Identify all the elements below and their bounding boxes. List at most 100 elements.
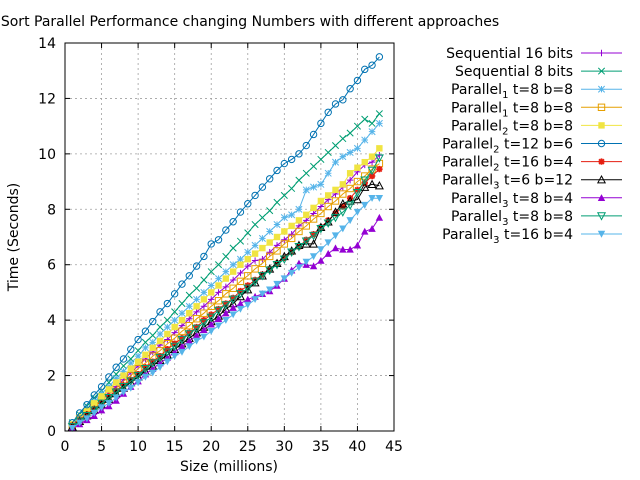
data-point (266, 227, 274, 236)
data-point (266, 175, 274, 183)
data-point (222, 309, 230, 317)
data-point (251, 265, 259, 273)
data-point (112, 363, 120, 371)
data-point (229, 294, 237, 302)
data-point (185, 321, 193, 330)
data-point (105, 386, 113, 393)
data-point (193, 284, 201, 292)
legend-label: Sequential 8 bits (455, 64, 573, 80)
data-point (184, 330, 194, 339)
data-point (303, 211, 310, 219)
data-point (251, 257, 259, 264)
data-point (236, 255, 245, 263)
data-point (339, 96, 347, 104)
data-point (237, 269, 244, 277)
data-point (171, 323, 178, 331)
data-point (178, 334, 186, 342)
data-point (156, 337, 164, 345)
data-point (91, 405, 98, 413)
legend-marker (597, 194, 606, 201)
data-point (185, 272, 193, 280)
data-point (112, 394, 120, 402)
data-point (112, 374, 120, 382)
data-point (68, 425, 77, 432)
data-point (206, 313, 216, 323)
y-tick-label: 12 (38, 91, 56, 107)
legend-marker (597, 139, 606, 148)
data-point (375, 195, 384, 202)
data-point (324, 202, 332, 211)
legend-label: Sequential 16 bits (446, 46, 573, 62)
data-point (156, 323, 164, 331)
data-point (317, 119, 325, 128)
x-tick-label: 40 (349, 439, 367, 455)
data-point (222, 275, 230, 282)
data-point (324, 108, 332, 116)
legend-entry: Parallel3 t=8 b=4 (451, 191, 622, 210)
data-point (207, 268, 215, 276)
data-point (178, 348, 186, 356)
data-point (214, 297, 223, 305)
data-point (258, 214, 266, 222)
data-point (287, 234, 296, 243)
data-point (149, 344, 156, 352)
data-point (149, 331, 157, 339)
legend-entry: Parallel1 t=8 b=8 (451, 82, 622, 101)
data-point (352, 188, 362, 198)
legend-entry: Parallel2 t=8 b=8 (451, 118, 622, 137)
data-point (295, 264, 303, 272)
data-point (222, 226, 230, 234)
legend-label: Parallel3 t=8 b=4 (451, 191, 573, 210)
data-point (141, 327, 150, 335)
x-tick-label: 15 (166, 439, 184, 455)
legend-label-base: Parallel (451, 100, 502, 116)
data-point (288, 222, 295, 230)
legend-label-subscript: 2 (493, 145, 499, 156)
legend-label-base: Parallel (451, 191, 502, 207)
data-point (200, 276, 208, 284)
legend-label: Parallel1 t=8 b=8 (451, 82, 573, 101)
data-point (258, 290, 267, 298)
data-point (244, 272, 252, 280)
data-point (207, 302, 215, 310)
data-point (119, 367, 128, 375)
legend-marker (596, 212, 607, 221)
data-point (185, 337, 193, 345)
data-point (330, 213, 341, 223)
x-tick-label: 0 (61, 439, 70, 455)
data-point (361, 136, 369, 144)
data-point (178, 316, 186, 324)
data-point (83, 407, 91, 414)
x-tick-label: 20 (202, 439, 220, 455)
data-point (353, 76, 362, 85)
data-point (316, 224, 326, 234)
data-point (361, 65, 369, 74)
data-point (280, 159, 289, 168)
data-point (149, 317, 157, 326)
data-point (273, 198, 281, 206)
data-point (229, 268, 237, 275)
data-point (214, 236, 223, 244)
data-point (374, 180, 384, 190)
data-point (214, 315, 223, 322)
data-point (265, 266, 275, 276)
data-point (309, 239, 319, 248)
legend-label-subscript: 2 (502, 126, 508, 137)
data-point (288, 211, 296, 219)
data-point (368, 195, 376, 202)
data-point (178, 280, 186, 288)
data-point (156, 308, 164, 316)
data-point (302, 169, 310, 177)
data-point (361, 201, 369, 209)
data-point (186, 310, 193, 317)
data-point (368, 128, 376, 136)
legend-marker (598, 122, 605, 129)
data-point (279, 255, 289, 264)
data-point (141, 373, 150, 381)
data-point (376, 165, 383, 173)
data-point (134, 358, 142, 365)
x-tick-label: 25 (239, 439, 257, 455)
data-point (317, 256, 325, 264)
data-point (127, 384, 135, 392)
